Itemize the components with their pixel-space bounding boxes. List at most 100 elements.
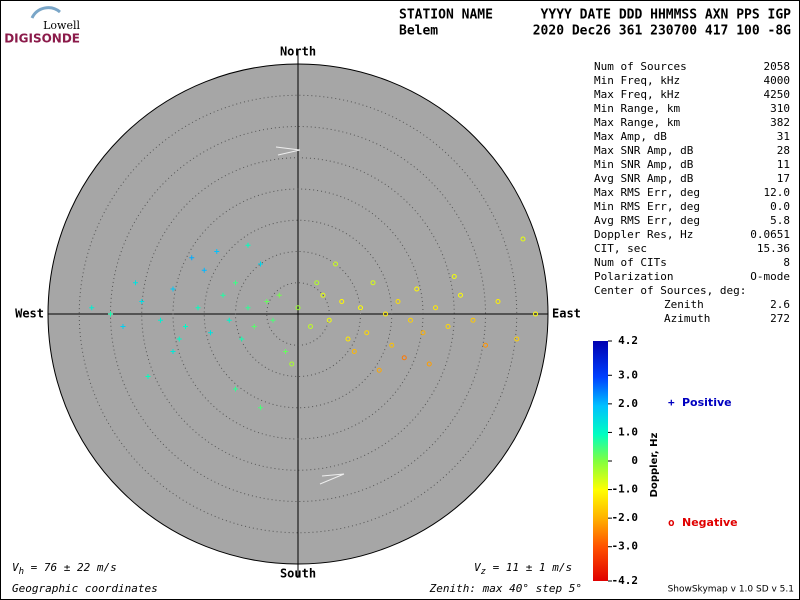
point-negative <box>433 305 438 311</box>
point-positive <box>189 255 195 261</box>
legend-marker: o <box>668 516 675 529</box>
point-negative <box>514 336 520 342</box>
stat-value: 28 <box>777 144 790 157</box>
point-positive <box>89 305 95 311</box>
colorbar-tick-label: -1.0 <box>612 483 639 496</box>
stat-value: 5.8 <box>770 214 790 227</box>
stat-label: Max Amp, dB <box>594 130 667 143</box>
point-negative <box>289 361 295 367</box>
stat-value: 2058 <box>764 60 791 73</box>
point-negative <box>401 355 407 361</box>
zenith-ring <box>78 94 518 534</box>
point-positive <box>170 349 176 354</box>
point-negative <box>458 292 463 298</box>
point-negative <box>395 299 401 304</box>
colorbar-tick-label: 4.2 <box>618 334 638 347</box>
dir-label: North <box>280 45 316 59</box>
stat-label: Max Freq, kHz <box>594 88 680 101</box>
point-positive <box>176 336 182 342</box>
arrow <box>319 473 345 485</box>
stat-label: Azimuth <box>664 312 710 325</box>
stat-label: Min Range, km <box>594 102 680 115</box>
zenith-ring <box>235 251 361 377</box>
stat-label: Center of Sources, deg: <box>594 284 746 297</box>
zenith-ring <box>266 282 330 346</box>
stat-value: 2.6 <box>770 298 790 311</box>
point-positive <box>139 299 145 304</box>
point-positive <box>233 386 238 392</box>
point-negative <box>414 286 420 292</box>
colorbar-tick-label: 2.0 <box>618 397 638 410</box>
header-label: YYYY DATE DDD HHMMSS AXN PPS IGP <box>541 8 792 23</box>
stat-value: 0.0 <box>770 200 790 213</box>
point-negative <box>351 349 357 354</box>
version: ShowSkymap v 1.0 SD v 5.1 <box>668 585 794 595</box>
stat-value: 4250 <box>764 88 791 101</box>
stat-value: 31 <box>777 130 790 143</box>
legend-entry: Negative <box>682 516 738 529</box>
colorbar-label: Doppler, Hz <box>649 433 660 498</box>
point-positive <box>245 305 251 311</box>
velocity-h: Vh = 76 ± 22 m/s <box>12 561 117 577</box>
point-positive <box>233 280 238 286</box>
point-positive <box>258 261 263 267</box>
point-positive <box>264 299 270 304</box>
point-negative <box>445 324 451 329</box>
point-positive <box>220 292 226 298</box>
logo-bottom: DIGISONDE <box>4 32 80 46</box>
point-positive <box>108 311 113 317</box>
colorbar-tick-label: -4.2 <box>612 574 639 587</box>
colorbar-tick-label: 3.0 <box>618 368 638 381</box>
point-negative <box>470 317 476 323</box>
point-negative <box>520 236 526 242</box>
point-positive <box>120 324 126 329</box>
stat-label: Avg RMS Err, deg <box>594 214 700 227</box>
legend-marker: + <box>668 396 675 409</box>
point-positive <box>145 374 151 379</box>
zenith-ring <box>141 157 455 471</box>
zenith-note: Zenith: max 40° step 5° <box>429 582 582 595</box>
legend-entry: Positive <box>682 396 732 409</box>
stat-value: 8 <box>783 256 790 269</box>
colorbar-tick-label: -3.0 <box>612 540 639 553</box>
point-positive <box>214 249 220 254</box>
stat-value: 11 <box>777 158 790 171</box>
stat-label: Avg SNR Amp, dB <box>594 172 694 185</box>
point-positive <box>245 242 251 248</box>
header-value: 2020 Dec26 361 230700 417 100 -8G <box>533 24 791 39</box>
logo-arc <box>30 6 61 19</box>
point-positive <box>208 330 213 336</box>
colorbar <box>593 341 608 581</box>
zenith-ring <box>172 188 424 440</box>
dir-label: West <box>15 307 44 321</box>
stat-label: Polarization <box>594 270 673 283</box>
stat-value: O-mode <box>750 270 790 283</box>
point-negative <box>389 342 395 348</box>
point-negative <box>358 305 363 311</box>
point-positive <box>201 267 207 273</box>
point-negative <box>364 330 370 336</box>
point-positive <box>158 317 163 323</box>
point-positive <box>226 317 232 323</box>
stat-label: Zenith <box>664 298 704 311</box>
zenith-ring <box>203 219 393 409</box>
logo-top: Lowell <box>43 19 80 32</box>
arrow <box>275 146 301 156</box>
colorbar-tick-label: 1.0 <box>618 425 638 438</box>
point-negative <box>408 317 413 323</box>
stat-value: 310 <box>770 102 790 115</box>
stat-value: 15.36 <box>757 242 790 255</box>
header-value: Belem <box>399 24 438 39</box>
point-negative <box>426 361 432 367</box>
header-label: STATION NAME <box>399 8 493 23</box>
point-negative <box>533 311 538 317</box>
point-negative <box>451 274 457 279</box>
stat-label: Num of Sources <box>594 60 687 73</box>
stat-value: 17 <box>777 172 790 185</box>
stat-value: 0.0651 <box>750 228 790 241</box>
point-positive <box>283 349 288 354</box>
point-negative <box>483 342 488 348</box>
point-positive <box>170 286 176 292</box>
point-negative <box>420 330 426 336</box>
